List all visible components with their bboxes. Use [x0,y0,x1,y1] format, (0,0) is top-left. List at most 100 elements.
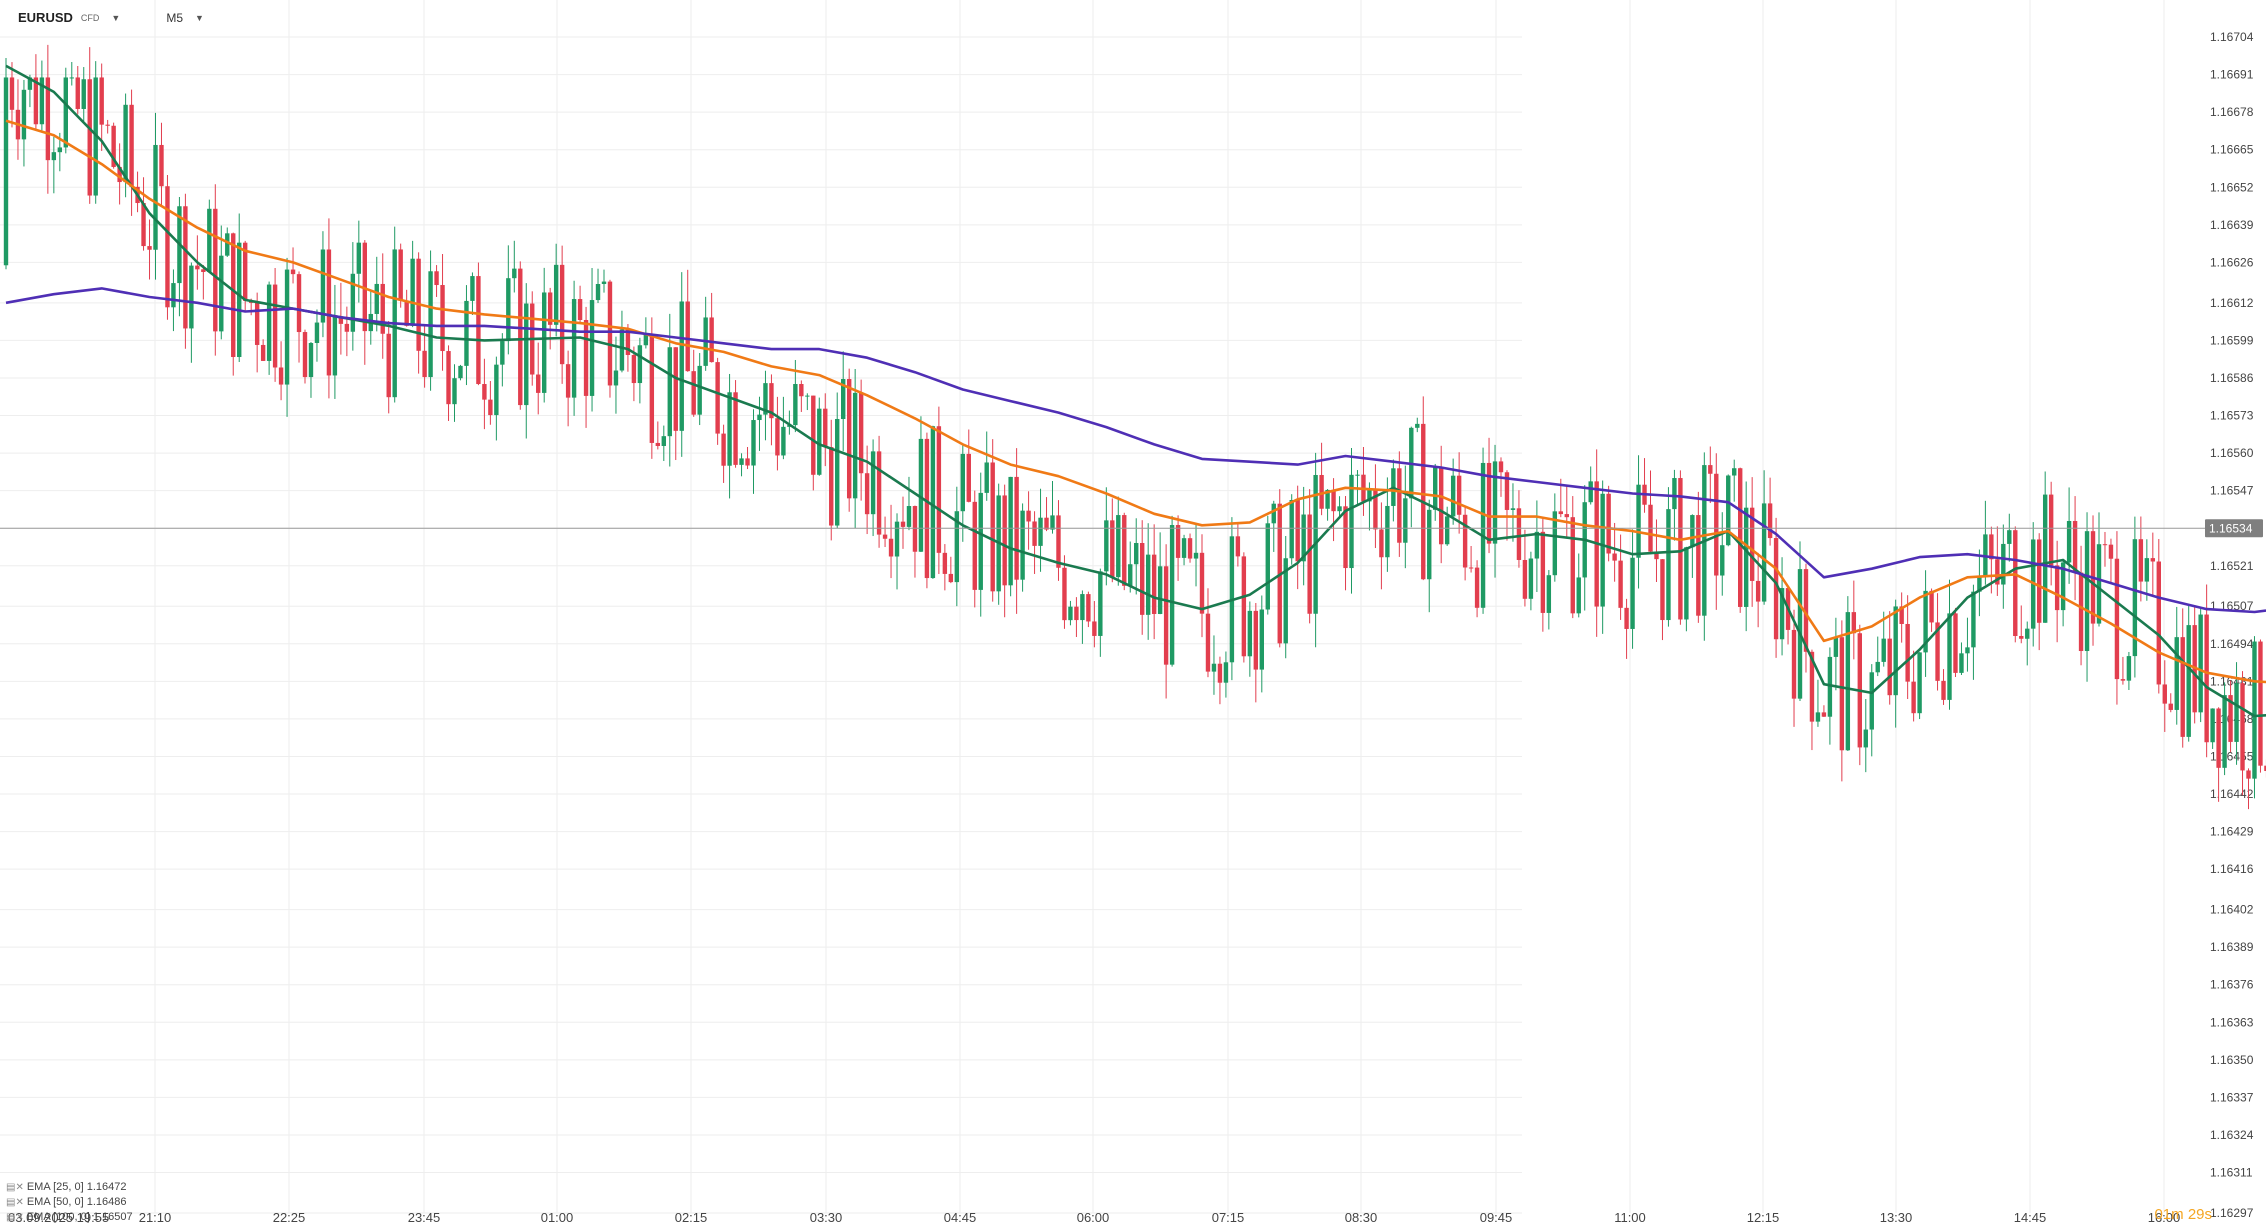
symbol-chevron-down-icon[interactable]: ▼ [111,12,121,23]
candle-body [362,242,367,332]
candle-countdown: 01m 29s [2154,1206,2212,1223]
candle-body [1444,516,1450,545]
candle-body [829,447,834,526]
candle-body [1528,558,1534,599]
candle-body [1415,423,1420,428]
candle-body [1732,468,1737,476]
candle-body [2222,695,2227,768]
candle-body [1630,557,1635,629]
chart-header: EURUSD CFD ▼ M5 ▼ [18,10,204,25]
ema-line [5,64,2266,718]
symbol-selector[interactable]: EURUSD [18,10,73,25]
candle-body [278,367,284,385]
candle-body [464,300,469,366]
timeframe-selector[interactable]: M5 [166,10,183,25]
candle-body [1929,590,1934,623]
candle-body [1020,510,1025,580]
candle-body [1259,609,1264,670]
candle-body [559,264,565,365]
current-price-label: 1.16534 [2209,522,2253,536]
candle-body [1325,489,1330,509]
candle-body [2258,641,2263,766]
candle-body [1498,461,1504,473]
candle-body [1050,515,1055,530]
candle-body [637,345,643,384]
y-tick-label: 1.16337 [2210,1090,2254,1104]
candle-body [1690,515,1695,548]
candle-body [817,408,822,475]
settings-close-icon[interactable]: ▤✕ [6,1197,24,1208]
ema-line [5,287,2266,614]
indicator-row[interactable]: ▤✕ EMA [100, 0] 1.16507 [6,1210,133,1225]
indicator-label: EMA [25, 0] 1.16472 [26,1181,127,1193]
candle-body [1026,510,1031,522]
candle-body [2264,765,2266,772]
candle-body [81,79,86,109]
candle-body [745,458,750,466]
indicator-label: EMA [50, 0] 1.16486 [26,1196,127,1208]
settings-close-icon[interactable]: ▤✕ [6,1212,24,1223]
candle-body [1773,538,1779,640]
indicator-row[interactable]: ▤✕ EMA [50, 0] 1.16486 [6,1195,133,1210]
x-tick-label: 13:30 [1880,1210,1913,1225]
candle-body [1474,567,1480,608]
x-tick-label: 09:45 [1480,1210,1513,1225]
candle-body [2120,679,2126,681]
candle-body [1140,543,1145,615]
candle-body [775,418,780,456]
candle-body [954,511,960,583]
candle-body [978,492,983,590]
candle-body [1038,517,1043,546]
candle-body [1714,473,1719,576]
y-tick-label: 1.16586 [2210,371,2254,385]
candle-body [858,392,864,474]
candle-body [733,392,738,465]
candle-body [1116,515,1121,578]
candle-body [547,292,553,325]
timeframe-chevron-down-icon[interactable]: ▼ [195,12,204,23]
candle-body [1905,623,1910,682]
candle-body [1839,637,1845,751]
candle-body [984,462,989,493]
candle-body [1397,468,1402,543]
candle-body [1235,536,1241,557]
candle-body [518,268,523,406]
candle-body [536,374,541,393]
candle-body [2228,695,2233,742]
candle-body [1349,474,1354,569]
candle-body [470,276,475,301]
candle-body [2108,544,2114,559]
candle-body [1427,509,1432,580]
settings-close-icon[interactable]: ▤✕ [6,1182,24,1193]
candle-body [338,316,344,324]
y-tick-label: 1.16678 [2210,105,2254,119]
candle-body [386,333,391,398]
candle-body [123,104,128,183]
candle-body [1893,606,1898,696]
candle-body [500,341,505,365]
candle-body [374,283,379,314]
candle-body [1636,484,1641,558]
candle-body [111,125,116,167]
candle-body [1450,475,1456,517]
candle-body [793,384,798,426]
candle-body [458,365,463,379]
candle-body [1570,517,1575,614]
symbol-suffix: CFD [80,12,100,23]
candle-body [601,281,607,285]
timer-minutes-unit: m [2171,1206,2184,1223]
candle-body [39,77,45,125]
candle-body [799,384,804,397]
candle-body [1510,508,1516,510]
indicator-row[interactable]: ▤✕ EMA [25, 0] 1.16472 [6,1180,133,1195]
candle-body [1002,495,1007,586]
candle-body [1110,520,1115,578]
candle-body [1468,567,1474,569]
candle-body [2210,708,2215,743]
candle-body [1193,552,1199,559]
candle-body [1516,508,1522,560]
candle-body [33,77,39,125]
candle-body [571,299,577,398]
candle-body [661,436,666,446]
